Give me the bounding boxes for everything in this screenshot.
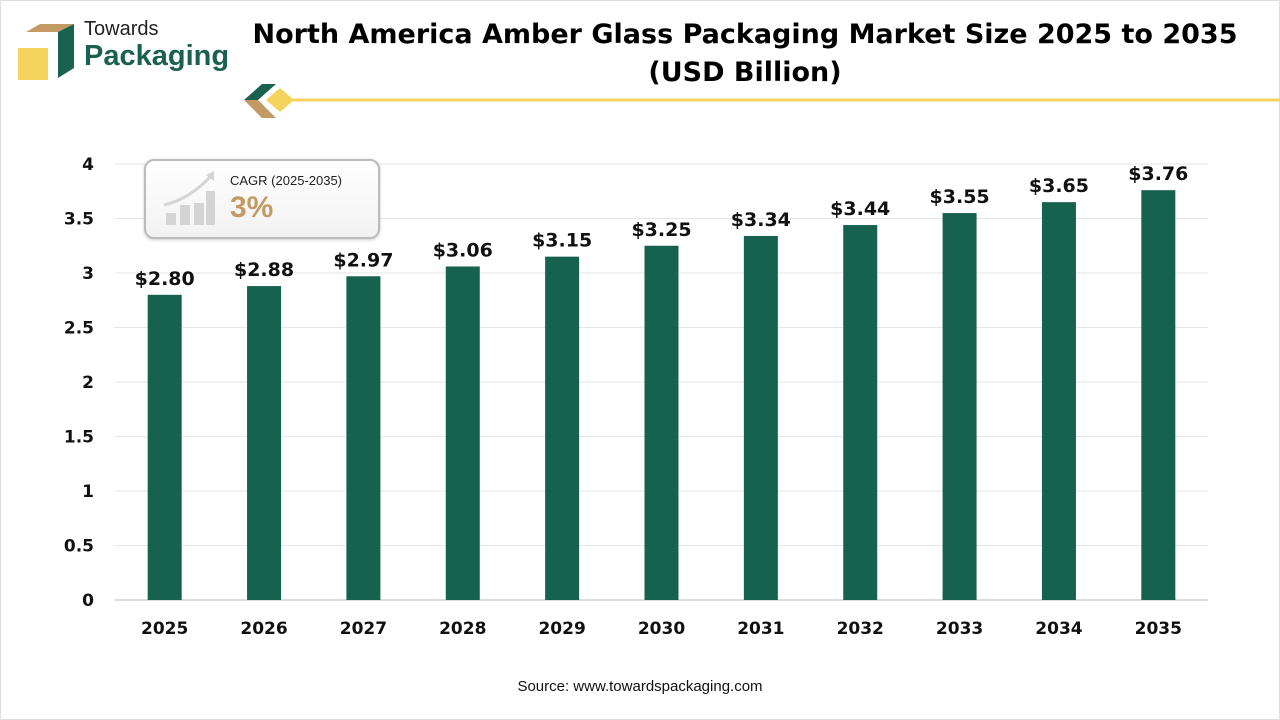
data-label: $3.65 [1029,175,1089,197]
x-tick-label: 2035 [1135,619,1182,639]
bar [942,213,977,601]
data-label: $3.15 [532,230,592,252]
x-tick-label: 2031 [737,619,784,639]
data-label: $3.76 [1128,163,1188,185]
x-tick-label: 2034 [1035,619,1082,639]
chart-title: North America Amber Glass Packaging Mark… [252,19,1238,88]
data-label: $2.80 [135,268,195,290]
brand-name-line1: Towards [84,18,159,40]
bar [843,225,878,601]
brand-name-line2: Packaging [84,40,230,72]
x-tick-label: 2033 [936,619,983,639]
data-label: $3.44 [830,198,890,220]
data-label: $3.06 [433,239,493,261]
title-underline-decoration [244,84,1280,118]
x-tick-label: 2027 [340,619,387,639]
y-tick-label: 4 [82,155,94,175]
y-tick-label: 0.5 [64,537,94,557]
source-note: Source: www.towardspackaging.com [517,678,763,695]
bar [545,256,580,600]
x-tick-label: 2032 [837,619,884,639]
cagr-callout: CAGR (2025-2035) 3% [144,159,380,239]
y-tick-label: 2.5 [64,319,94,339]
bar [1041,202,1076,600]
bar [743,235,778,600]
x-tick-label: 2030 [638,619,685,639]
bar [1141,190,1176,600]
bar [346,276,381,600]
data-label: $2.88 [234,259,294,281]
data-label: $3.34 [731,209,791,231]
data-label: $3.25 [631,219,691,241]
x-tick-label: 2029 [538,619,585,639]
y-tick-label: 1.5 [64,428,94,448]
cagr-value: 3% [230,191,274,224]
data-label: $2.97 [333,249,393,271]
y-tick-label: 3.5 [64,210,94,230]
x-tick-label: 2028 [439,619,486,639]
cagr-label: CAGR (2025-2035) [230,173,342,188]
bar [445,266,480,600]
y-tick-label: 2 [82,373,94,393]
data-label: $3.55 [930,186,990,208]
y-tick-label: 1 [82,482,94,502]
y-tick-label: 3 [82,264,94,284]
brand-logo-icon [18,24,74,80]
bar [644,245,679,600]
x-tick-label: 2026 [240,619,287,639]
y-tick-label: 0 [82,591,94,611]
growth-chart-icon [163,171,215,225]
x-tick-label: 2025 [141,619,188,639]
bar [147,294,182,600]
bar [247,286,282,600]
